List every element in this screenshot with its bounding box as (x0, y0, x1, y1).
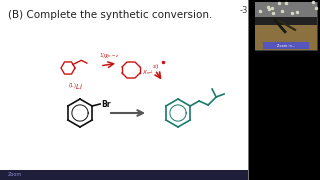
Text: $s)$: $s)$ (152, 62, 159, 71)
Text: (B) Complete the synthetic conversion.: (B) Complete the synthetic conversion. (8, 10, 212, 20)
Text: Br: Br (101, 100, 111, 109)
Text: Zoom: Zoom (8, 172, 22, 177)
FancyBboxPatch shape (0, 0, 248, 180)
Text: $X_{n^{-L}}$: $X_{n^{-L}}$ (142, 68, 154, 77)
FancyBboxPatch shape (255, 17, 317, 24)
FancyBboxPatch shape (255, 24, 317, 50)
FancyBboxPatch shape (0, 170, 248, 180)
FancyBboxPatch shape (255, 2, 317, 50)
FancyBboxPatch shape (255, 2, 317, 19)
Text: -3: -3 (240, 6, 248, 15)
FancyBboxPatch shape (263, 42, 309, 49)
Text: $1)\chi_{n-z}$: $1)\chi_{n-z}$ (99, 51, 119, 60)
Text: $^{(1)}\mathit{Li}$: $^{(1)}\mathit{Li}$ (68, 82, 83, 93)
Text: Zoom in...: Zoom in... (277, 44, 295, 48)
